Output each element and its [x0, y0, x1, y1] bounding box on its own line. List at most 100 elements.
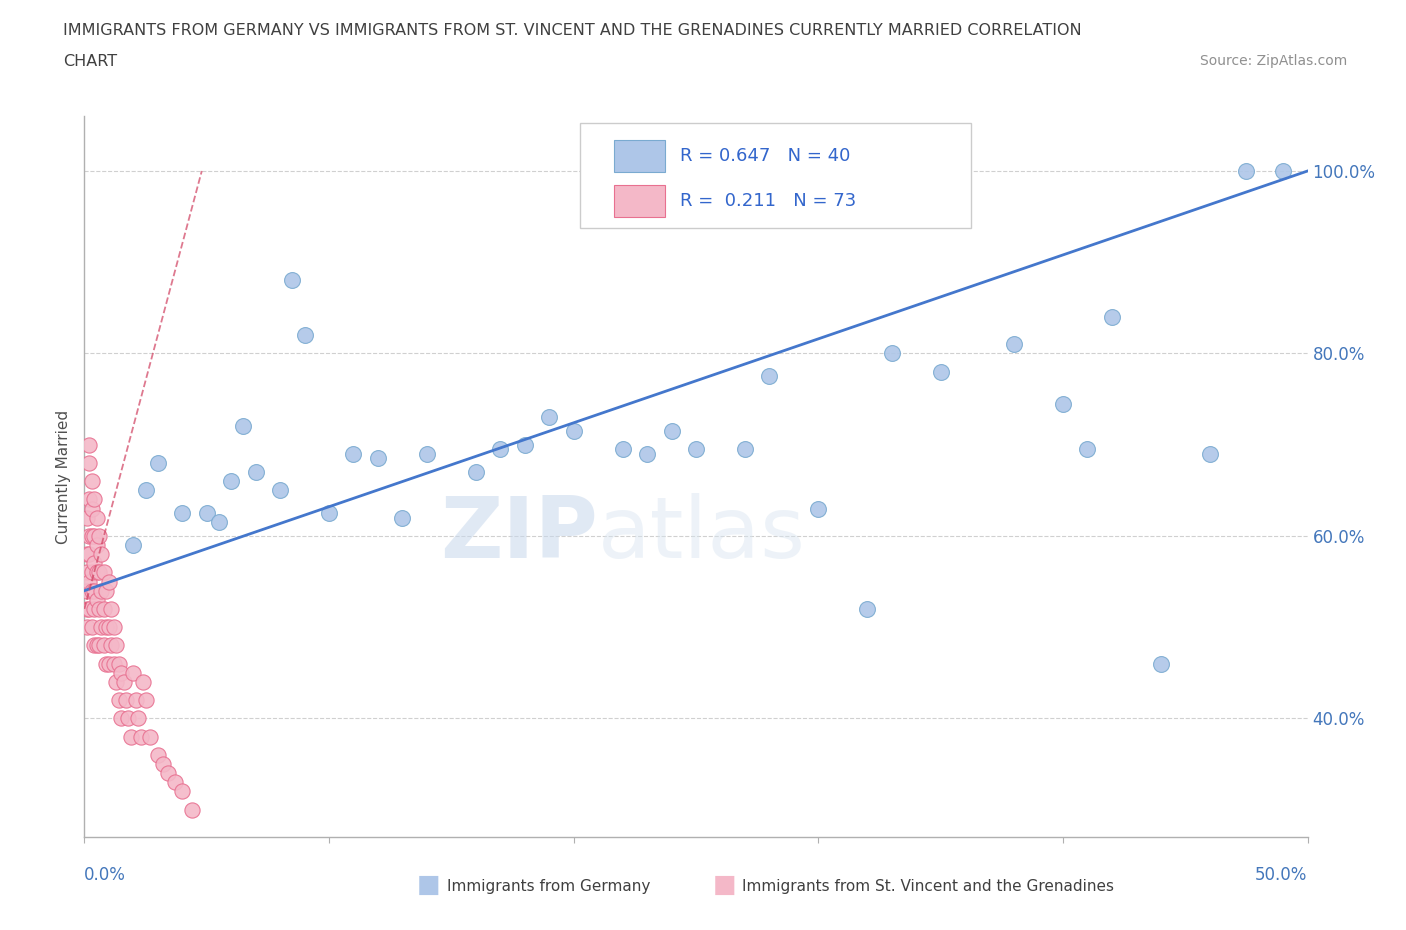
Point [125, 693, 148, 708]
Point [76, 511, 98, 525]
Point [195, 506, 218, 521]
Point [86, 592, 108, 607]
Text: CHART: CHART [63, 54, 117, 69]
Point [612, 442, 634, 457]
Point [132, 674, 155, 689]
Point [77, 602, 100, 617]
Point [77, 528, 100, 543]
Point [163, 775, 186, 790]
Point [76, 619, 98, 634]
Point [100, 602, 122, 617]
Point [734, 442, 756, 457]
Point [1101, 310, 1123, 325]
Text: ■: ■ [418, 873, 440, 897]
Point [1076, 442, 1098, 457]
Point [76, 602, 98, 617]
Text: 50.0%: 50.0% [1256, 866, 1308, 884]
Text: atlas: atlas [598, 493, 806, 576]
Point [77, 492, 100, 507]
Point [87, 638, 110, 653]
Point [139, 729, 162, 744]
Text: 0.0%: 0.0% [84, 866, 127, 884]
Point [86, 538, 108, 552]
Text: ZIP: ZIP [440, 493, 598, 576]
Point [110, 665, 132, 680]
Point [107, 657, 129, 671]
Point [77, 574, 100, 589]
Point [80, 565, 103, 580]
Point [77, 456, 100, 471]
Point [1236, 164, 1258, 179]
Point [80, 501, 103, 516]
Point [83, 528, 105, 543]
Text: R = 0.647   N = 40: R = 0.647 N = 40 [681, 147, 851, 165]
Point [120, 729, 142, 744]
Text: ■: ■ [713, 873, 735, 897]
Point [86, 565, 108, 580]
Point [86, 511, 108, 525]
Point [97, 657, 120, 671]
Bar [614, 185, 665, 218]
Point [83, 638, 105, 653]
Point [122, 665, 145, 680]
Point [245, 465, 267, 480]
FancyBboxPatch shape [579, 124, 972, 228]
Point [93, 638, 115, 653]
Point [97, 619, 120, 634]
Point [391, 511, 413, 525]
Point [90, 547, 112, 562]
Point [96, 619, 118, 634]
Text: Immigrants from Germany: Immigrants from Germany [447, 879, 651, 894]
Point [87, 528, 110, 543]
Point [1150, 657, 1173, 671]
Point [464, 465, 486, 480]
Point [76, 583, 98, 598]
Y-axis label: Currently Married: Currently Married [56, 409, 72, 544]
Point [83, 602, 105, 617]
Point [110, 711, 132, 725]
Point [172, 506, 194, 521]
Point [342, 446, 364, 461]
Point [77, 547, 100, 562]
Point [219, 473, 242, 488]
Point [172, 784, 194, 799]
Point [513, 437, 536, 452]
Point [146, 748, 169, 763]
Point [80, 619, 103, 634]
Point [416, 446, 439, 461]
Point [146, 456, 169, 471]
Point [83, 583, 105, 598]
Point [269, 483, 291, 498]
Point [281, 273, 304, 288]
Point [367, 451, 389, 466]
Point [80, 528, 103, 543]
Point [538, 410, 561, 425]
Point [86, 638, 108, 653]
Point [103, 657, 125, 671]
Point [105, 638, 128, 653]
Point [181, 803, 204, 817]
Point [152, 757, 174, 772]
Point [1002, 337, 1025, 352]
Point [807, 501, 830, 516]
Point [103, 619, 125, 634]
Point [76, 565, 98, 580]
Point [87, 565, 110, 580]
Point [83, 556, 105, 571]
Point [135, 693, 157, 708]
Point [80, 473, 103, 488]
Point [685, 442, 707, 457]
Point [232, 419, 254, 434]
Point [562, 423, 585, 438]
Point [129, 729, 152, 744]
Point [96, 583, 118, 598]
Text: Immigrants from St. Vincent and the Grenadines: Immigrants from St. Vincent and the Gren… [742, 879, 1115, 894]
Point [115, 693, 138, 708]
Point [318, 506, 340, 521]
Point [80, 583, 103, 598]
Point [105, 674, 128, 689]
Point [208, 515, 231, 530]
Point [96, 657, 118, 671]
Point [127, 711, 149, 725]
Point [90, 619, 112, 634]
